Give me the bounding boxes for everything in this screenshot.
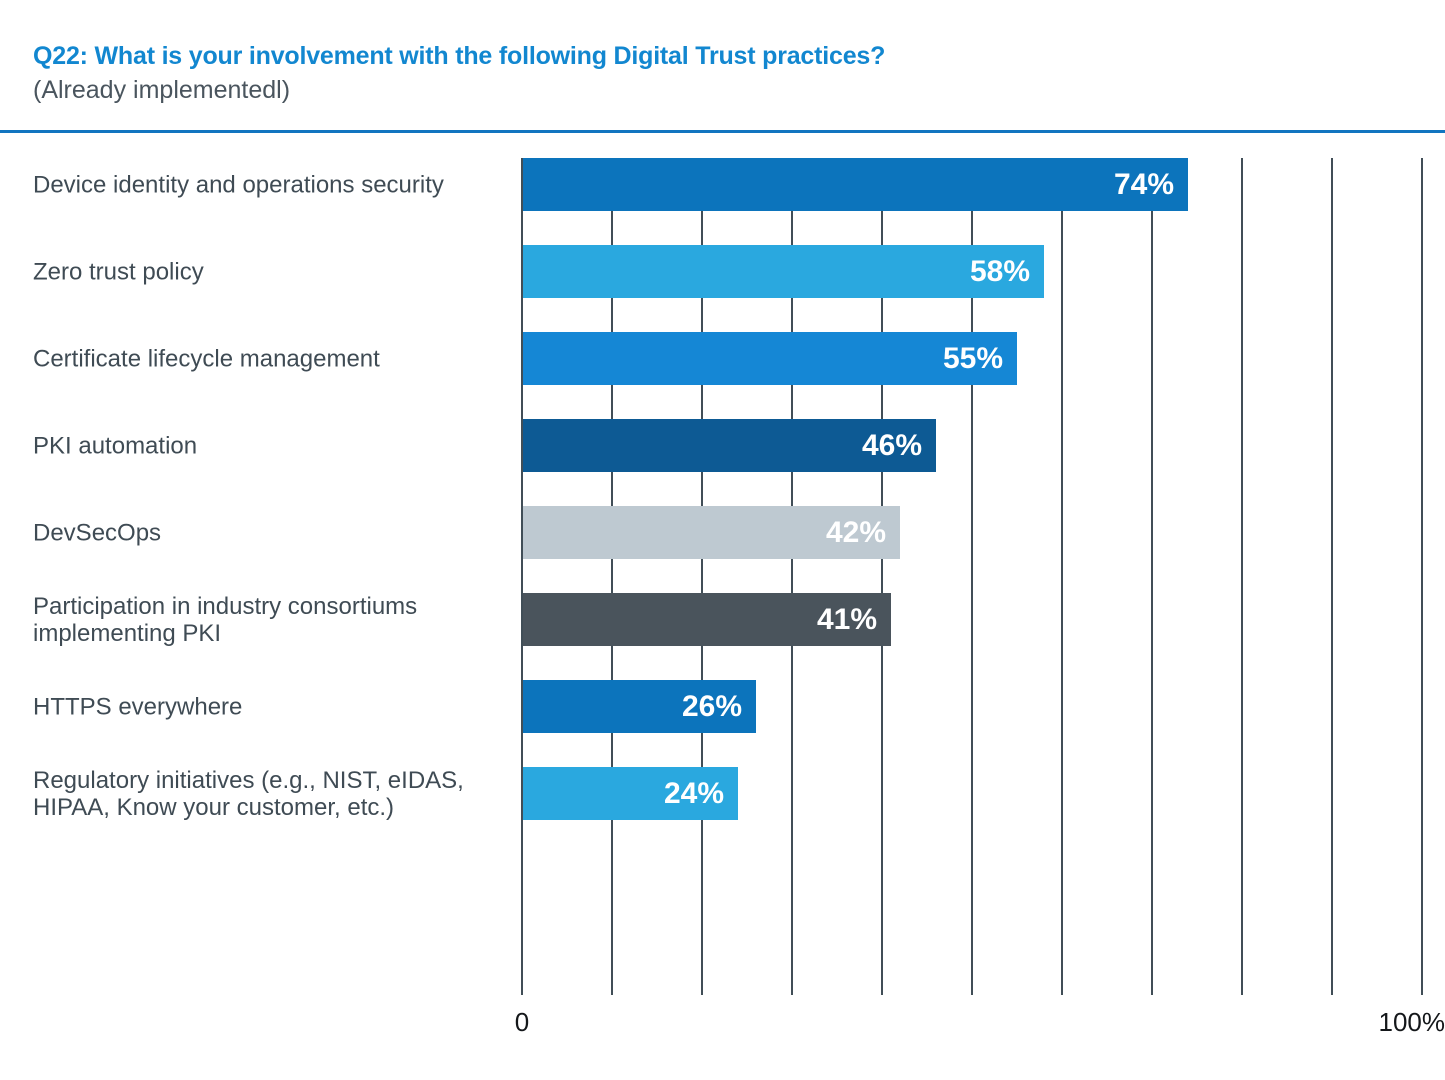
chart-header: Q22: What is your involvement with the f… [33, 42, 885, 105]
bar-value-label: 46% [861, 428, 922, 462]
bar-value-label: 24% [663, 776, 724, 810]
gridline [1241, 158, 1243, 995]
bar: 24% [522, 767, 738, 820]
gridline [701, 158, 703, 995]
x-axis-max-label: 100% [1378, 1007, 1445, 1037]
gridline [1331, 158, 1333, 995]
bar: 55% [522, 332, 1017, 385]
chart-title: Q22: What is your involvement with the f… [33, 42, 886, 70]
chart-subtitle: (Already implementedl) [33, 76, 291, 104]
axis-baseline [521, 158, 523, 995]
gridline [791, 158, 793, 995]
category-label: Participation in industry consortiums im… [33, 592, 418, 647]
category-label: Certificate lifecycle management [33, 345, 380, 372]
bar-value-label: 42% [825, 515, 886, 549]
gridline [1151, 158, 1153, 995]
gridline [1061, 158, 1063, 995]
bar: 26% [522, 680, 756, 733]
plot-area: 74% 58% 55% 46% 42% 41% 26% 24% [521, 158, 1423, 995]
bar: 41% [522, 593, 891, 646]
gridline [971, 158, 973, 995]
gridline [1421, 158, 1423, 995]
bar-value-label: 58% [969, 254, 1030, 288]
category-labels: Device identity and operations security Z… [33, 158, 505, 995]
bar-value-label: 41% [816, 602, 877, 636]
category-label: PKI automation [33, 432, 198, 459]
bar: 46% [522, 419, 936, 472]
gridline [881, 158, 883, 995]
bar-chart: Device identity and operations security Z… [0, 158, 1445, 1058]
category-label: Zero trust policy [33, 258, 204, 285]
header-divider [0, 130, 1445, 133]
bar: 58% [522, 245, 1044, 298]
bar: 74% [522, 158, 1188, 211]
category-label: DevSecOps [33, 519, 162, 546]
bar-value-label: 74% [1113, 167, 1174, 201]
category-label: HTTPS everywhere [33, 693, 243, 720]
x-axis-min-label: 0 [514, 1007, 530, 1037]
x-axis: 0 100% [515, 1007, 1445, 1037]
bar: 42% [522, 506, 900, 559]
category-label: Regulatory initiatives (e.g., NIST, eIDA… [33, 766, 464, 821]
gridline [611, 158, 613, 995]
category-label: Device identity and operations security [33, 171, 444, 198]
bar-value-label: 55% [942, 341, 1003, 375]
bar-value-label: 26% [681, 689, 742, 723]
